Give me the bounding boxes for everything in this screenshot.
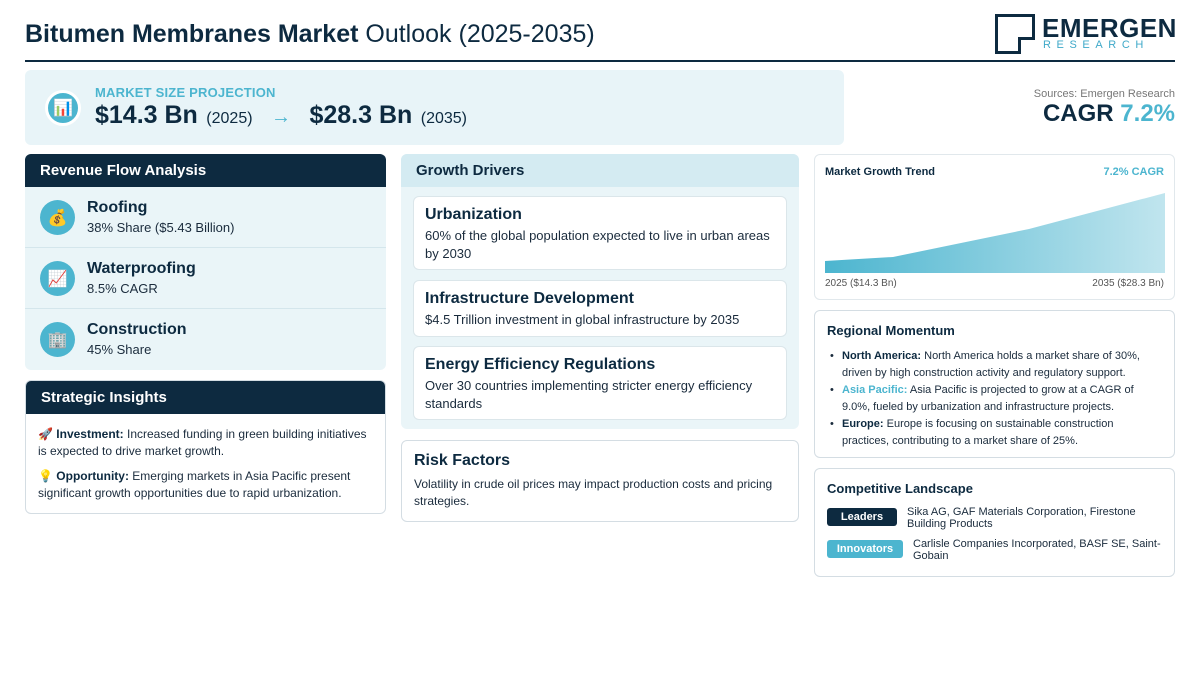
driver-card-urbanization: Urbanization 60% of the global populatio… — [413, 196, 787, 270]
start-value: $14.3 Bn — [95, 101, 198, 129]
sources-text: Sources: Emergen Research — [1033, 88, 1175, 100]
innovators-text: Carlisle Companies Incorporated, BASF SE… — [913, 538, 1161, 562]
insight-label: Investment: — [56, 427, 124, 441]
revenue-item-title: Waterproofing — [87, 260, 196, 277]
building-icon: 🏢 — [40, 322, 75, 357]
strategic-insights-panel: Strategic Insights 🚀 Investment: Increas… — [25, 380, 386, 514]
driver-text: Over 30 countries implementing stricter … — [425, 378, 753, 411]
leaders-text: Sika AG, GAF Materials Corporation, Fire… — [907, 506, 1136, 530]
risk-text: Volatility in crude oil prices may impac… — [414, 477, 773, 508]
bar-chart-icon: 📊 — [45, 90, 81, 126]
region-north-america: North America: North America holds a mar… — [827, 348, 1162, 381]
end-year: (2035) — [420, 110, 467, 127]
projection-label: MARKET SIZE PROJECTION — [95, 85, 276, 100]
drivers-heading: Growth Drivers — [401, 154, 799, 187]
logo-mark-icon — [995, 14, 1035, 54]
arrow-right-icon: → — [271, 106, 291, 128]
region-europe: Europe: Europe is focusing on sustainabl… — [827, 416, 1162, 449]
projection-values: $14.3 Bn (2025) → $28.3 Bn (2035) — [95, 101, 467, 130]
region-text: Asia Pacific is projected to grow at a C… — [842, 384, 1134, 413]
trending-up-icon: 📈 — [40, 261, 75, 296]
revenue-heading: Revenue Flow Analysis — [25, 154, 386, 187]
driver-text: $4.5 Trillion investment in global infra… — [425, 312, 740, 327]
driver-title: Energy Efficiency Regulations — [425, 356, 656, 373]
driver-title: Urbanization — [425, 206, 522, 223]
region-text: Europe is focusing on sustainable constr… — [842, 418, 1114, 447]
region-asia-pacific: Asia Pacific: Asia Pacific is projected … — [827, 382, 1162, 415]
insights-heading: Strategic Insights — [26, 381, 385, 414]
growth-drivers-panel: Growth Drivers Urbanization 60% of the g… — [401, 154, 799, 429]
market-growth-trend-card: Market Growth Trend 7.2% CAGR 2025 ($14.… — [814, 154, 1175, 300]
region-text: North America holds a market share of 30… — [842, 350, 1140, 379]
driver-text: 60% of the global population expected to… — [425, 228, 770, 261]
leaders-badge: Leaders — [827, 508, 897, 526]
title-light: Outlook (2025-2035) — [365, 20, 595, 48]
revenue-item-title: Construction — [87, 321, 187, 338]
revenue-item-sub: 45% Share — [87, 342, 152, 357]
cagr-summary: CAGR 7.2% — [1043, 100, 1175, 128]
revenue-item-waterproofing: 📈 Waterproofing 8.5% CAGR — [25, 248, 386, 309]
regional-momentum-panel: Regional Momentum North America: North A… — [814, 310, 1175, 458]
trend-cagr: 7.2% CAGR — [1103, 166, 1164, 178]
revenue-item-construction: 🏢 Construction 45% Share — [25, 309, 386, 370]
revenue-item-sub: 8.5% CAGR — [87, 281, 158, 296]
logo-sub-text: RESEARCH — [1043, 39, 1149, 51]
region-label: North America: — [842, 350, 922, 362]
insight-text: Increased funding in green building init… — [38, 427, 367, 458]
market-size-projection: 📊 MARKET SIZE PROJECTION $14.3 Bn (2025)… — [25, 70, 844, 145]
start-year: (2025) — [206, 110, 253, 127]
regional-list: North America: North America holds a mar… — [827, 348, 1162, 449]
region-label: Asia Pacific: — [842, 384, 908, 396]
insights-body: 🚀 Investment: Increased funding in green… — [26, 414, 385, 513]
insight-opportunity: 💡 Opportunity: Emerging markets in Asia … — [38, 468, 373, 502]
revenue-item-roofing: 💰 Roofing 38% Share ($5.43 Billion) — [25, 187, 386, 248]
end-value: $28.3 Bn — [309, 101, 413, 129]
competitive-title: Competitive Landscape — [827, 481, 973, 496]
rocket-icon: 🚀 — [38, 427, 53, 441]
revenue-item-title: Roofing — [87, 199, 148, 216]
title-bold: Bitumen Membranes Market — [25, 20, 359, 48]
driver-card-energy-efficiency: Energy Efficiency Regulations Over 30 co… — [413, 346, 787, 420]
driver-title: Infrastructure Development — [425, 290, 634, 307]
trend-title: Market Growth Trend — [825, 166, 936, 178]
leaders-row: Leaders Sika AG, GAF Materials Corporati… — [827, 506, 1162, 538]
innovators-row: Innovators Carlisle Companies Incorporat… — [827, 538, 1162, 570]
page-header: Bitumen Membranes Market Outlook (2025-2… — [25, 12, 1176, 62]
trend-area — [825, 193, 1165, 273]
cagr-value: 7.2% — [1120, 100, 1175, 127]
emergen-logo: EMERGEN RESEARCH — [995, 13, 1176, 56]
insight-text: Emerging markets in Asia Pacific present… — [38, 469, 351, 500]
revenue-flow-panel: Revenue Flow Analysis 💰 Roofing 38% Shar… — [25, 154, 386, 370]
logo-main-text: EMERGEN — [1042, 13, 1177, 43]
competitive-landscape-panel: Competitive Landscape Leaders Sika AG, G… — [814, 468, 1175, 577]
revenue-item-sub: 38% Share ($5.43 Billion) — [87, 220, 235, 235]
trend-end-label: 2035 ($28.3 Bn) — [1092, 278, 1164, 289]
money-bag-icon: 💰 — [40, 200, 75, 235]
innovators-badge: Innovators — [827, 540, 903, 558]
cagr-label: CAGR — [1042, 100, 1114, 127]
insight-investment: 🚀 Investment: Increased funding in green… — [38, 426, 373, 460]
lightbulb-icon: 💡 — [38, 469, 53, 483]
driver-card-infrastructure: Infrastructure Development $4.5 Trillion… — [413, 280, 787, 337]
risk-factors-panel: Risk Factors Volatility in crude oil pri… — [401, 440, 799, 522]
trend-start-label: 2025 ($14.3 Bn) — [825, 278, 897, 289]
page-title: Bitumen Membranes Market Outlook (2025-2… — [25, 20, 595, 49]
insight-label: Opportunity: — [56, 469, 129, 483]
trend-area-chart — [825, 193, 1165, 273]
risk-title: Risk Factors — [414, 452, 511, 469]
region-label: Europe: — [842, 418, 884, 430]
regional-title: Regional Momentum — [827, 323, 955, 338]
